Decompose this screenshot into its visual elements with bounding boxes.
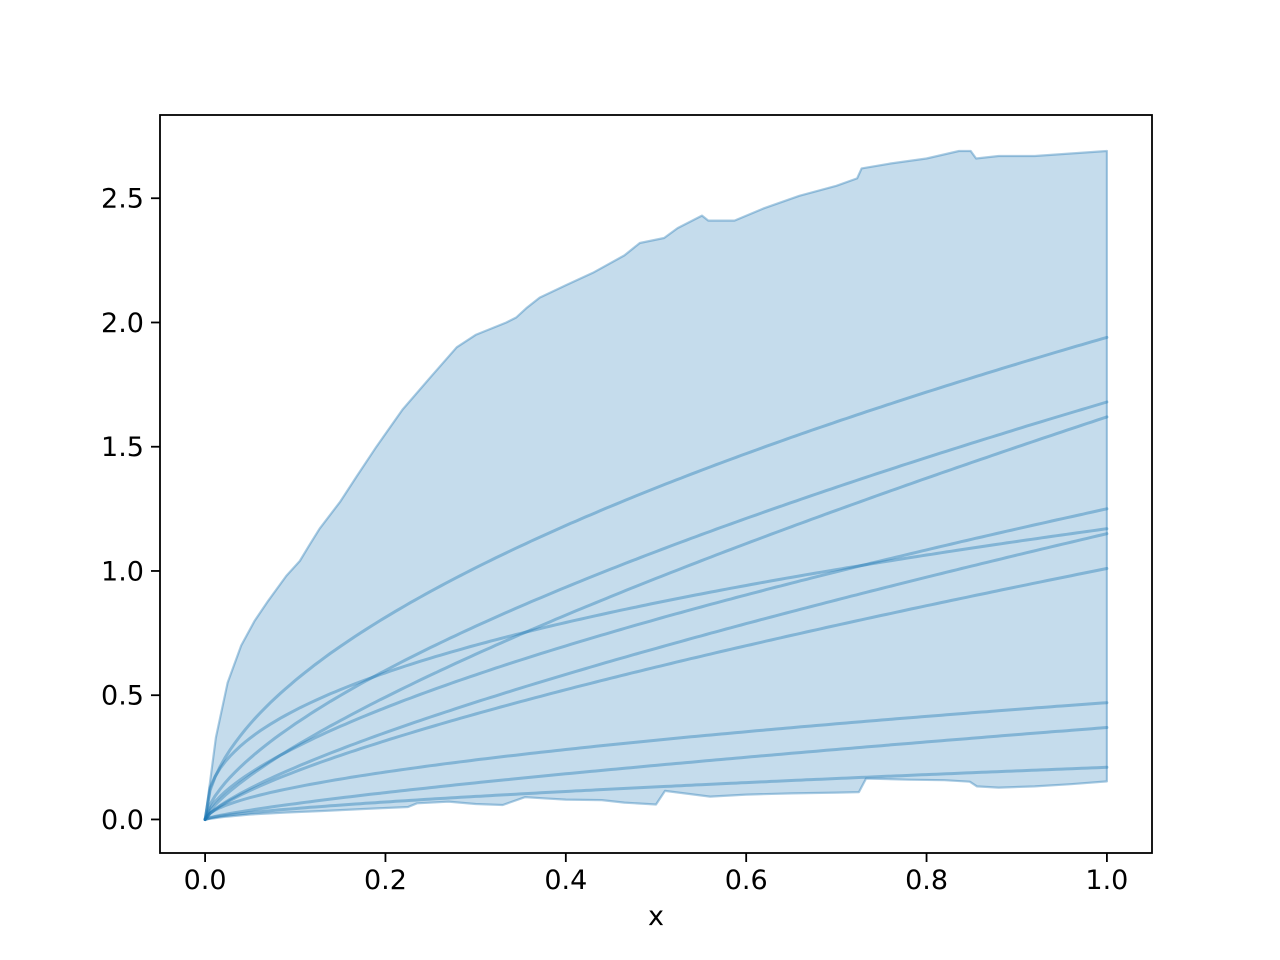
sample-curve-sample-9 — [203, 726, 1109, 821]
sample-curve-sample-8 — [203, 701, 1109, 821]
plot-area — [159, 114, 1153, 854]
sample-curve-sample-10 — [203, 765, 1109, 821]
sample-curve-sample-7 — [203, 567, 1109, 821]
confidence-band — [204, 149, 1108, 821]
y-tick-label: 2.5 — [101, 184, 144, 215]
y-tick-label: 0.0 — [101, 805, 144, 836]
y-tick-label: 1.0 — [101, 556, 144, 587]
y-tick-label: 1.5 — [101, 432, 144, 463]
sample-curve-sample-1 — [203, 335, 1109, 821]
x-tick-label: 0.6 — [725, 865, 768, 896]
sample-curve-sample-6 — [203, 532, 1109, 821]
sample-curve-sample-5 — [203, 527, 1109, 821]
sample-curve-sample-2 — [203, 400, 1109, 821]
sample-curve-sample-4 — [203, 507, 1109, 821]
y-tick-label: 0.5 — [101, 681, 144, 712]
x-axis-label: x — [648, 901, 664, 932]
x-tick-label: 0.0 — [184, 865, 227, 896]
sample-curve-sample-3 — [203, 415, 1109, 821]
y-tick-label: 2.0 — [101, 308, 144, 339]
x-tick-label: 0.4 — [544, 865, 587, 896]
x-tick-label: 0.8 — [905, 865, 948, 896]
x-tick-label: 0.2 — [364, 865, 407, 896]
x-tick-label: 1.0 — [1085, 865, 1128, 896]
